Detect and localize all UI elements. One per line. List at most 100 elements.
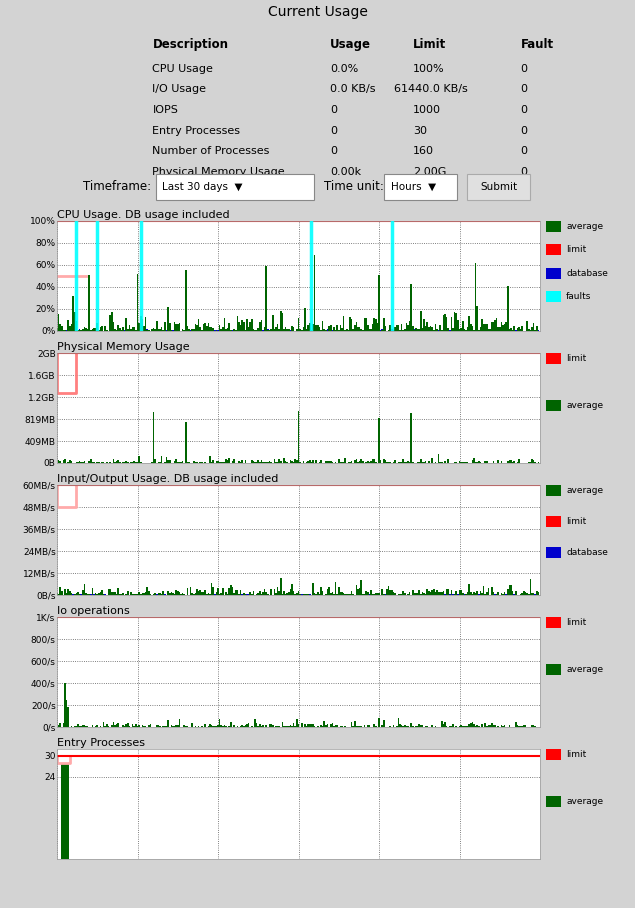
Bar: [67, 588, 69, 595]
Bar: [217, 725, 219, 727]
Bar: [196, 461, 198, 463]
Bar: [233, 329, 235, 331]
Bar: [404, 593, 406, 595]
Bar: [260, 460, 262, 463]
Bar: [490, 329, 491, 331]
Bar: [526, 593, 528, 595]
Bar: [331, 330, 333, 331]
Bar: [497, 460, 499, 463]
Bar: [114, 461, 116, 463]
Bar: [458, 329, 460, 331]
Bar: [257, 725, 259, 727]
Bar: [347, 330, 349, 331]
Bar: [108, 725, 109, 727]
Bar: [126, 460, 127, 463]
Bar: [133, 461, 135, 463]
Bar: [140, 594, 142, 595]
Bar: [175, 459, 177, 463]
Bar: [271, 725, 272, 727]
Bar: [481, 320, 483, 331]
Bar: [455, 461, 457, 463]
Bar: [119, 328, 121, 331]
Bar: [148, 725, 150, 727]
Bar: [157, 330, 159, 331]
Bar: [486, 324, 488, 331]
Bar: [341, 592, 343, 595]
Bar: [386, 462, 388, 463]
Bar: [77, 330, 79, 331]
Bar: [148, 591, 150, 595]
Bar: [469, 584, 470, 595]
Bar: [394, 460, 396, 463]
Bar: [265, 266, 267, 331]
Bar: [475, 593, 476, 595]
Bar: [367, 592, 368, 595]
Bar: [280, 578, 281, 595]
Bar: [507, 461, 509, 463]
Bar: [222, 588, 224, 595]
Bar: [335, 330, 337, 331]
Bar: [330, 593, 331, 595]
Bar: [546, 664, 561, 675]
Bar: [265, 462, 267, 463]
Bar: [478, 726, 479, 727]
Bar: [470, 592, 472, 595]
Bar: [483, 330, 485, 331]
Bar: [77, 462, 79, 463]
Bar: [203, 324, 204, 331]
Bar: [412, 326, 413, 331]
Bar: [338, 330, 340, 331]
Bar: [507, 589, 509, 595]
Bar: [105, 326, 106, 331]
Bar: [497, 330, 499, 331]
Bar: [458, 460, 460, 463]
Text: Entry Processes: Entry Processes: [152, 125, 241, 135]
Bar: [185, 270, 187, 331]
Bar: [117, 588, 119, 595]
Bar: [275, 330, 277, 331]
Text: database: database: [566, 548, 608, 558]
Bar: [117, 460, 119, 463]
Bar: [504, 324, 505, 331]
Bar: [398, 594, 399, 595]
Bar: [481, 330, 483, 331]
Bar: [216, 461, 217, 463]
Bar: [188, 329, 190, 331]
Bar: [233, 330, 235, 331]
Bar: [427, 725, 428, 727]
Bar: [533, 725, 535, 727]
Bar: [238, 594, 240, 595]
Bar: [488, 329, 490, 331]
Bar: [365, 319, 367, 331]
Bar: [146, 587, 148, 595]
Bar: [121, 594, 122, 595]
Bar: [517, 330, 518, 331]
Bar: [159, 330, 161, 331]
Bar: [404, 725, 406, 727]
Bar: [286, 329, 288, 331]
Bar: [546, 548, 561, 558]
Bar: [79, 725, 81, 727]
Bar: [383, 459, 385, 463]
Bar: [67, 707, 69, 727]
Bar: [193, 461, 195, 463]
Bar: [457, 321, 458, 331]
Bar: [232, 587, 233, 595]
Bar: [502, 725, 504, 727]
Bar: [281, 723, 283, 727]
Bar: [178, 461, 180, 463]
Bar: [265, 592, 267, 595]
Bar: [154, 330, 156, 331]
Bar: [182, 593, 184, 595]
Bar: [61, 326, 63, 331]
Bar: [504, 592, 505, 595]
Bar: [343, 462, 344, 463]
Bar: [175, 330, 177, 331]
Bar: [206, 327, 208, 331]
Bar: [156, 725, 157, 727]
Bar: [333, 725, 335, 727]
Bar: [483, 586, 485, 595]
Bar: [322, 321, 323, 331]
Bar: [105, 725, 106, 727]
Bar: [64, 589, 66, 595]
